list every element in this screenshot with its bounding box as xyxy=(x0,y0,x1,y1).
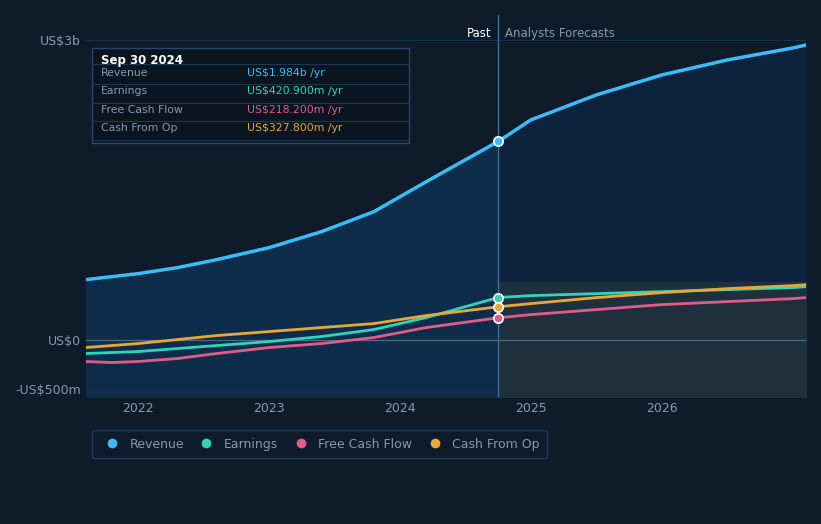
Text: US$218.200m /yr: US$218.200m /yr xyxy=(247,105,342,115)
Text: US$420.900m /yr: US$420.900m /yr xyxy=(247,86,342,96)
Text: Sep 30 2024: Sep 30 2024 xyxy=(101,54,183,67)
Point xyxy=(492,293,505,302)
Text: US$1.984b /yr: US$1.984b /yr xyxy=(247,68,324,78)
Text: Earnings: Earnings xyxy=(101,86,149,96)
Text: US$327.800m /yr: US$327.800m /yr xyxy=(247,123,342,133)
Text: Analysts Forecasts: Analysts Forecasts xyxy=(505,27,615,40)
Text: Revenue: Revenue xyxy=(101,68,149,78)
Text: Past: Past xyxy=(467,27,492,40)
FancyBboxPatch shape xyxy=(92,48,409,143)
Point xyxy=(492,137,505,146)
Text: Free Cash Flow: Free Cash Flow xyxy=(101,105,183,115)
Legend: Revenue, Earnings, Free Cash Flow, Cash From Op: Revenue, Earnings, Free Cash Flow, Cash … xyxy=(92,430,548,458)
Text: Cash From Op: Cash From Op xyxy=(101,123,178,133)
Point xyxy=(492,313,505,322)
Point xyxy=(492,303,505,311)
